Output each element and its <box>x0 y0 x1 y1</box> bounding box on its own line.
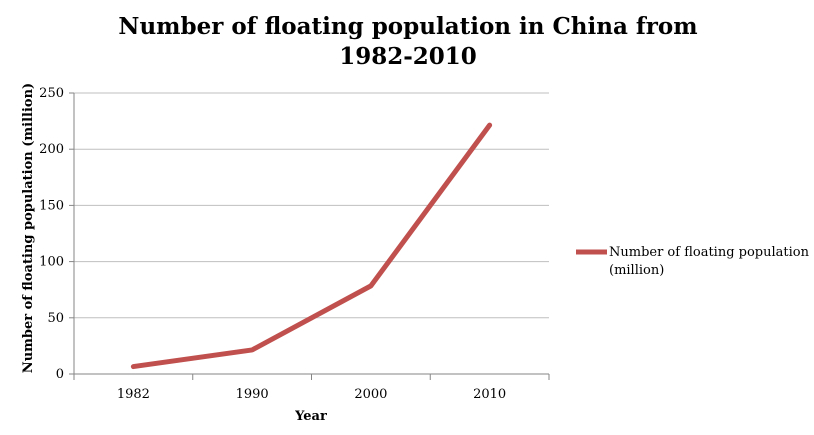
legend-label-line-1: Number of floating population <box>609 245 810 260</box>
y-axis-title: Number of floating population (million) <box>21 83 36 373</box>
x-tick-labels: 1982 1990 2000 2010 <box>117 387 506 402</box>
y-tick-label: 50 <box>47 311 64 326</box>
x-tick-label: 1982 <box>117 387 150 402</box>
gridlines <box>74 92 549 319</box>
chart-title-line-1: Number of floating population in China f… <box>118 13 697 40</box>
y-tick-label: 100 <box>39 255 64 270</box>
x-axis-title: Year <box>294 409 327 424</box>
series-lines <box>130 122 493 370</box>
legend: Number of floating population (million) <box>576 245 810 278</box>
x-tick-label: 2010 <box>473 387 506 402</box>
y-tick-label: 0 <box>56 367 64 382</box>
chart-title-line-2: 1982-2010 <box>339 43 477 70</box>
x-tick-label: 2000 <box>354 387 387 402</box>
y-tick-label: 250 <box>39 86 64 101</box>
axes <box>69 92 550 380</box>
y-tick-labels: 0 50 100 150 200 250 <box>39 86 64 382</box>
x-tick-label: 1990 <box>236 387 269 402</box>
series-line <box>130 122 493 370</box>
y-tick-label: 200 <box>39 142 64 157</box>
y-tick-label: 150 <box>39 198 64 213</box>
legend-label-line-2: (million) <box>609 263 664 278</box>
